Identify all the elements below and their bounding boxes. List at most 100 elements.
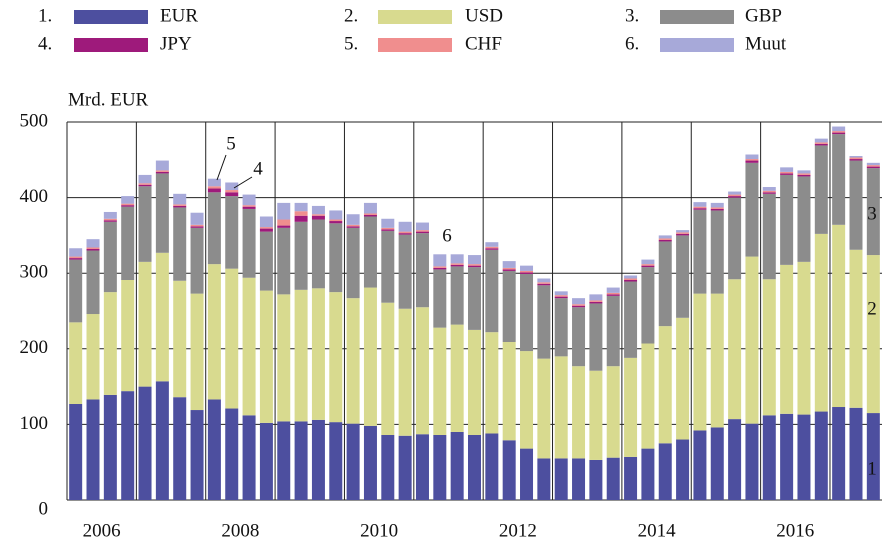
bar-segment: [814, 233, 828, 412]
bar-segment: [485, 249, 499, 333]
bar-segment: [242, 194, 256, 206]
legend-number: 4.: [38, 33, 52, 54]
bar-segment: [780, 174, 794, 265]
bar-segment: [259, 227, 273, 229]
bar-segment: [86, 249, 100, 251]
bar-segment: [728, 279, 742, 420]
bar-segment: [762, 192, 776, 194]
bar-segment: [311, 214, 325, 216]
bar-segment: [138, 174, 152, 184]
bar-segment: [450, 254, 464, 264]
x-tick-label: 2012: [499, 520, 537, 541]
bar-segment: [728, 191, 742, 195]
bar-segment: [121, 205, 135, 207]
annotation: 2: [867, 298, 877, 319]
bar-segment: [866, 168, 880, 256]
bar-segment: [641, 343, 655, 449]
bar-segment: [103, 292, 117, 395]
bar-segment: [606, 366, 620, 458]
bar-segment: [121, 203, 135, 206]
bar-segment: [69, 403, 83, 500]
y-tick-label: 200: [20, 337, 49, 358]
bar-segment: [259, 231, 273, 291]
bar-segment: [502, 341, 516, 441]
bar-segment: [780, 173, 794, 175]
legend-swatch: [378, 38, 452, 52]
legend-number: 5.: [344, 33, 358, 54]
bar-segment: [866, 165, 880, 167]
bar-segment: [415, 307, 429, 435]
legend-label: CHF: [465, 33, 502, 54]
bar-segment: [311, 288, 325, 420]
bar-segment: [554, 296, 568, 299]
bar-segment: [502, 270, 516, 342]
bar-segment: [415, 233, 429, 308]
bar-segment: [468, 434, 481, 500]
bar-segment: [572, 298, 586, 305]
bar-segment: [381, 434, 395, 500]
y-tick-label: 100: [20, 413, 49, 434]
bar-segment: [433, 266, 447, 268]
bar-segment: [866, 166, 880, 169]
bar-segment: [866, 162, 880, 166]
bar-segment: [814, 143, 828, 146]
legend-number: 2.: [344, 5, 358, 26]
bar-segment: [676, 439, 690, 500]
leader: [216, 154, 227, 181]
bar-segment: [572, 366, 586, 459]
bar-segment: [86, 247, 100, 250]
bar-segment: [849, 407, 863, 500]
annotation: 6: [442, 225, 452, 246]
y-tick-label: 0: [39, 498, 49, 519]
bar-segment: [485, 242, 499, 247]
legend-label: EUR: [160, 5, 198, 26]
bar-segment: [86, 250, 100, 315]
bar-segment: [363, 213, 377, 215]
bar-segment: [658, 238, 672, 240]
bar-segment: [433, 269, 447, 328]
bar-segment: [277, 225, 291, 228]
bar-segment: [641, 264, 655, 266]
bar-segment: [155, 171, 169, 174]
bar-segment: [381, 229, 395, 231]
bar-segment: [537, 282, 551, 284]
bar-segment: [676, 235, 690, 318]
bar-segment: [138, 183, 152, 185]
bar-segment: [589, 370, 603, 460]
bar-segment: [207, 192, 221, 265]
bar-segment: [728, 196, 742, 198]
y-axis-label: Mrd. EUR: [68, 89, 149, 110]
bar-segment: [832, 131, 846, 133]
x-tick-label: 2016: [776, 520, 814, 541]
bar-segment: [554, 291, 568, 296]
bar-segment: [207, 178, 221, 187]
bar-segment: [346, 214, 360, 225]
x-tick-label: 2014: [638, 520, 677, 541]
x-tick-label: 2008: [221, 520, 259, 541]
bar-segment: [242, 205, 256, 207]
bar-segment: [294, 215, 308, 222]
bar-segment: [814, 142, 828, 144]
bar-segment: [433, 434, 447, 500]
bar-segment: [468, 265, 481, 268]
bar-segment: [311, 205, 325, 215]
bar-segment: [329, 422, 343, 500]
bar-segment: [624, 456, 638, 500]
y-tick-label: 500: [20, 110, 49, 131]
bar-segment: [624, 357, 638, 457]
bar-segment: [311, 419, 325, 500]
bar-segment: [398, 435, 412, 500]
legend-swatch: [660, 10, 734, 24]
y-tick-label: 300: [20, 262, 49, 283]
legend-swatch: [74, 38, 148, 52]
bar-segment: [658, 235, 672, 239]
bar-segment: [433, 254, 447, 267]
bar-segment: [676, 233, 690, 236]
bar-segment: [728, 419, 742, 500]
bar-segment: [242, 415, 256, 500]
bar-segment: [762, 415, 776, 500]
bar-segment: [121, 391, 135, 500]
bar-segment: [103, 220, 117, 222]
bar-segment: [69, 256, 83, 259]
bar-segment: [242, 208, 256, 278]
